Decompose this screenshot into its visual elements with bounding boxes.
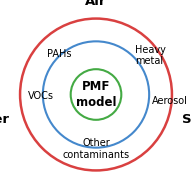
Text: Aerosol: Aerosol <box>152 96 188 106</box>
Circle shape <box>71 69 121 120</box>
Text: PMF
model: PMF model <box>76 81 116 108</box>
Text: Water: Water <box>0 113 10 126</box>
Text: Other
contaminants: Other contaminants <box>62 138 130 160</box>
Text: PAHs: PAHs <box>47 49 71 59</box>
Text: VOCs: VOCs <box>28 91 54 101</box>
Text: Solid: Solid <box>182 113 192 126</box>
Text: Air: Air <box>85 0 107 9</box>
Text: Heavy
metal: Heavy metal <box>135 45 166 67</box>
